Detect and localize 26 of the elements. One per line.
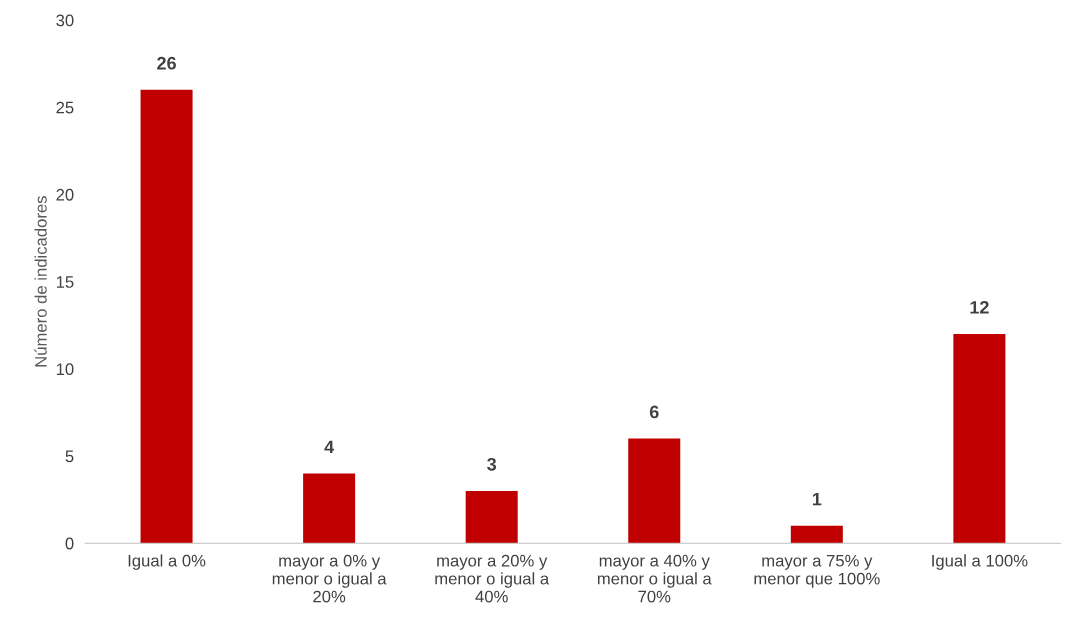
x-tick-label: Igual a 100% xyxy=(932,554,1028,570)
bar xyxy=(790,525,843,544)
data-label: 1 xyxy=(812,492,822,506)
data-label: 3 xyxy=(487,457,497,471)
y-tick-label: 25 xyxy=(56,101,74,114)
y-tick-label: 15 xyxy=(56,276,74,288)
y-tick-label: 30 xyxy=(56,14,74,27)
data-label: 26 xyxy=(157,56,176,70)
bar xyxy=(953,333,1006,544)
data-label: 12 xyxy=(970,300,989,314)
data-label: 4 xyxy=(324,440,335,454)
x-tick-label: Igual a 0% xyxy=(128,554,206,570)
x-tick-label: mayor a 0% y menor o igual a 20% xyxy=(272,554,387,603)
bar xyxy=(303,473,356,544)
y-tick-label: 20 xyxy=(56,188,74,201)
bar xyxy=(140,89,193,544)
bar xyxy=(628,438,681,544)
x-tick-label: mayor a 40% y menor o igual a 70% xyxy=(597,554,712,603)
bar xyxy=(465,490,518,544)
x-tick-label: mayor a 75% y menor que 100% xyxy=(754,554,880,588)
x-tick-label: mayor a 20% y menor o igual a 40% xyxy=(435,554,550,603)
y-tick-label: 10 xyxy=(56,363,74,376)
y-tick-label: 0 xyxy=(65,537,74,550)
y-axis-title: Número de indicadores xyxy=(34,196,47,367)
y-tick-label: 5 xyxy=(65,450,74,463)
data-label: 6 xyxy=(649,405,659,419)
